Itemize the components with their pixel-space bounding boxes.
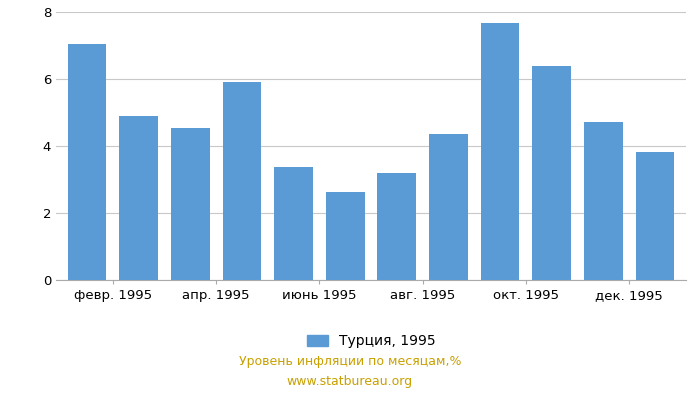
Bar	[533, 66, 571, 280]
Bar	[68, 44, 106, 280]
Bar	[119, 116, 158, 280]
Bar	[481, 23, 519, 280]
Bar	[377, 174, 416, 280]
Bar	[636, 152, 674, 280]
Bar	[429, 134, 468, 280]
Text: www.statbureau.org: www.statbureau.org	[287, 376, 413, 388]
Bar	[274, 167, 313, 280]
Bar	[223, 82, 261, 280]
Bar	[584, 122, 623, 280]
Bar	[326, 192, 365, 280]
Text: Уровень инфляции по месяцам,%: Уровень инфляции по месяцам,%	[239, 356, 461, 368]
Legend: Турция, 1995: Турция, 1995	[307, 334, 435, 348]
Bar	[171, 128, 209, 280]
